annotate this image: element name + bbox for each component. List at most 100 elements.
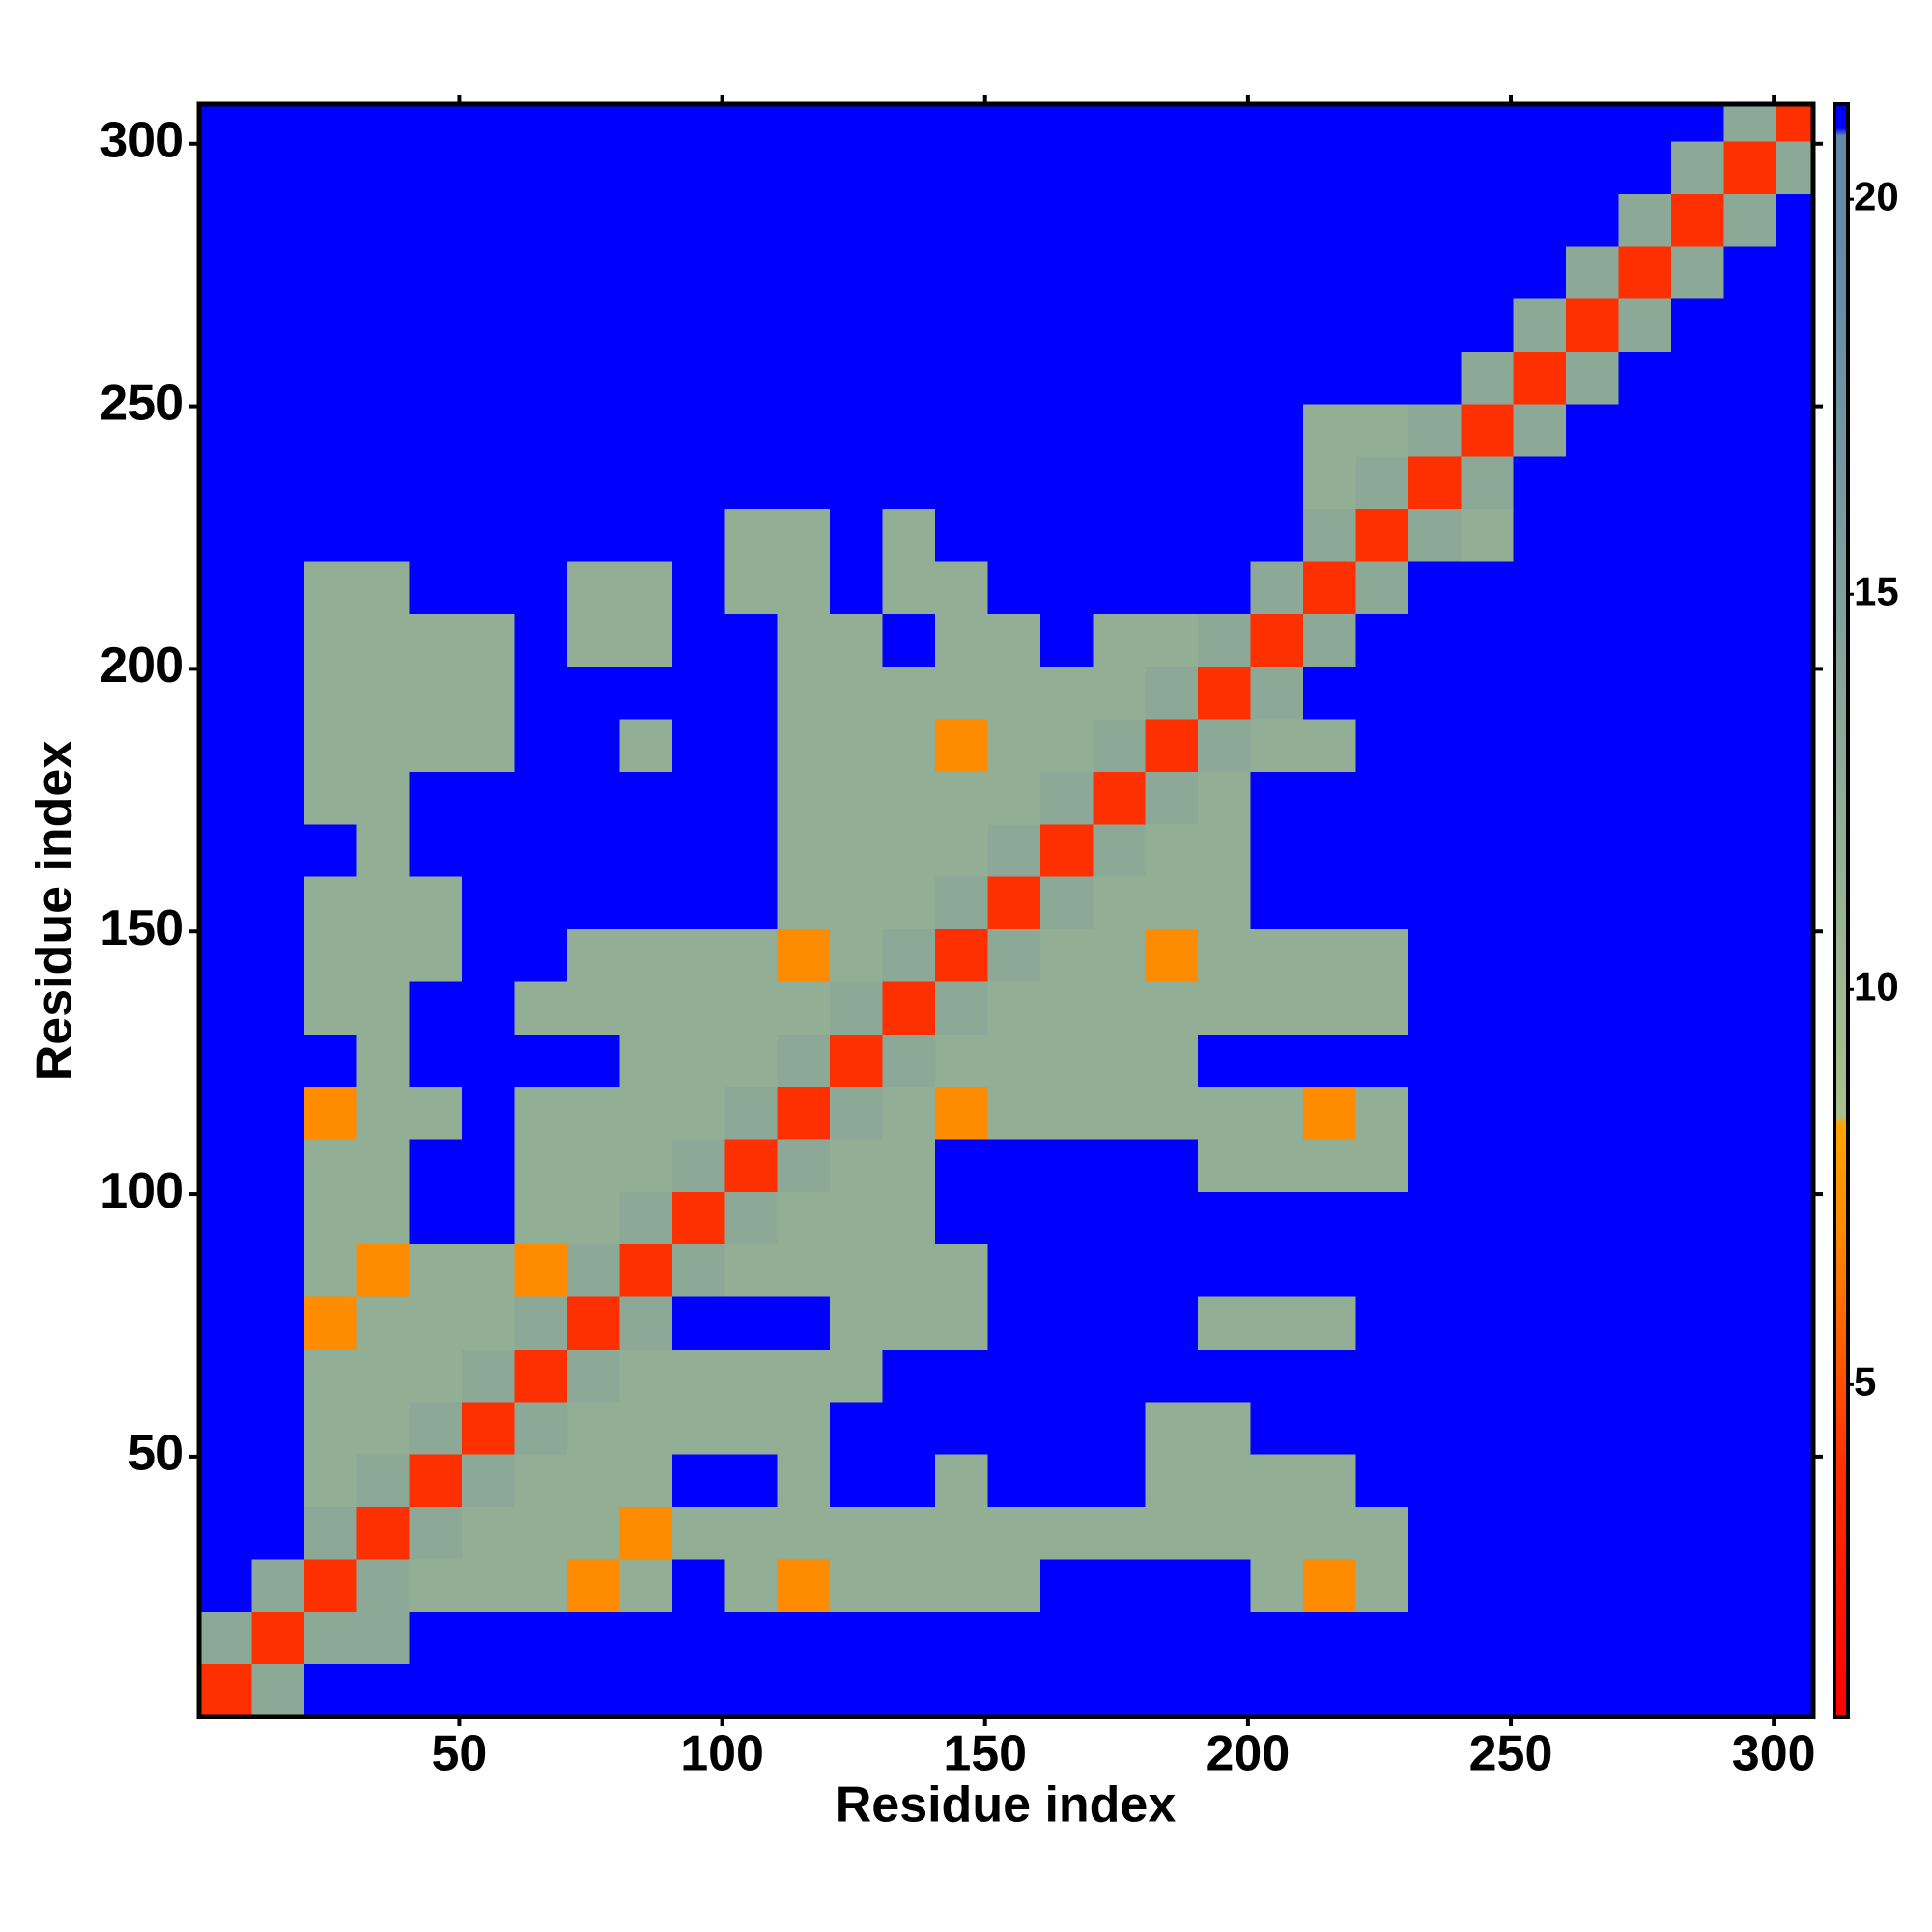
heatmap-cell <box>777 351 831 405</box>
heatmap-cell <box>1303 823 1356 877</box>
heatmap-cell <box>1671 980 1724 1035</box>
heatmap-cell <box>1039 613 1094 668</box>
heatmap-cell <box>1303 1558 1356 1612</box>
heatmap-cell <box>356 141 411 194</box>
heatmap-cell <box>1355 351 1409 405</box>
heatmap-cell <box>251 298 305 353</box>
heatmap-cell <box>1039 298 1094 353</box>
heatmap-cell <box>409 1086 463 1140</box>
heatmap-cell <box>724 1558 779 1612</box>
heatmap-cell <box>1776 141 1814 194</box>
heatmap-cell <box>777 1454 831 1508</box>
heatmap-cell <box>1671 560 1724 614</box>
heatmap-cell <box>882 1349 936 1403</box>
heatmap-cell <box>1776 403 1814 457</box>
heatmap-cell <box>1461 666 1515 720</box>
heatmap-cell <box>1250 141 1304 194</box>
heatmap-cell <box>1513 1506 1567 1560</box>
heatmap-cell <box>1198 1349 1252 1403</box>
heatmap-cell <box>1723 1349 1777 1403</box>
heatmap-cell <box>671 980 725 1035</box>
heatmap-cell <box>1355 508 1409 562</box>
heatmap-cell <box>199 1506 252 1560</box>
heatmap-cell <box>1671 1243 1724 1297</box>
heatmap-cell <box>724 560 779 614</box>
heatmap-cell <box>1566 928 1620 982</box>
heatmap-cell <box>303 1086 357 1140</box>
heatmap-cell <box>882 1191 936 1245</box>
heatmap-cell <box>1303 456 1356 510</box>
heatmap-cell <box>1250 1191 1304 1245</box>
heatmap-cell <box>1671 876 1724 930</box>
heatmap-cell <box>671 560 725 614</box>
heatmap-cell <box>1039 1086 1094 1140</box>
heatmap-cell <box>1618 245 1672 299</box>
heatmap-cell <box>1250 1401 1304 1455</box>
heatmap-cell <box>1671 823 1724 877</box>
heatmap-cell <box>671 456 725 510</box>
heatmap-cell <box>1355 1558 1409 1612</box>
heatmap-cell <box>1513 1663 1567 1718</box>
heatmap-cell <box>1039 1191 1094 1245</box>
heatmap-cell <box>356 1349 411 1403</box>
heatmap-cell <box>1776 1506 1814 1560</box>
heatmap-cell <box>1093 719 1147 772</box>
heatmap-cell <box>1039 1454 1094 1508</box>
heatmap-cell <box>882 1034 936 1088</box>
heatmap-cell <box>1461 1138 1515 1192</box>
heatmap-cell <box>1355 1243 1409 1297</box>
heatmap-cell <box>1093 508 1147 562</box>
heatmap-cell <box>1671 1086 1724 1140</box>
heatmap-cell <box>1513 928 1567 982</box>
heatmap-cell <box>1355 1506 1409 1560</box>
heatmap-cell <box>777 928 831 982</box>
heatmap-cell <box>1355 1138 1409 1192</box>
heatmap-cell <box>514 823 568 877</box>
heatmap-cell <box>619 876 673 930</box>
heatmap-cell <box>777 1138 831 1192</box>
heatmap-cell <box>1145 141 1199 194</box>
heatmap-cell <box>462 403 516 457</box>
heatmap-cell <box>777 1243 831 1297</box>
heatmap-cell <box>935 1138 988 1192</box>
heatmap-cell <box>830 823 884 877</box>
heatmap-cell <box>1250 823 1304 877</box>
heatmap-cell <box>303 1191 357 1245</box>
heatmap-cell <box>724 1349 779 1403</box>
heatmap-cell <box>777 403 831 457</box>
heatmap-cell <box>777 1191 831 1245</box>
heatmap-cell <box>462 928 516 982</box>
heatmap-cell <box>251 403 305 457</box>
heatmap-cell <box>356 980 411 1035</box>
heatmap-cell <box>1566 245 1620 299</box>
heatmap-cell <box>514 719 568 772</box>
heatmap-cell <box>1303 613 1356 668</box>
y-tick-label: 250 <box>99 375 184 431</box>
heatmap-cell <box>462 1138 516 1192</box>
heatmap-cell <box>1461 141 1515 194</box>
heatmap-cell <box>199 403 252 457</box>
heatmap-cell <box>356 1243 411 1297</box>
heatmap-cell <box>935 1558 988 1612</box>
heatmap-cell <box>1723 193 1777 247</box>
heatmap-cell <box>1303 928 1356 982</box>
heatmap-cell <box>619 1558 673 1612</box>
heatmap-cell <box>724 1401 779 1455</box>
heatmap-cell <box>251 245 305 299</box>
heatmap-cell <box>1093 104 1147 142</box>
heatmap-cell <box>251 560 305 614</box>
heatmap-cell <box>199 141 252 194</box>
heatmap-cell <box>409 1034 463 1088</box>
heatmap-cell <box>199 508 252 562</box>
heatmap-cell <box>1461 1558 1515 1612</box>
heatmap-cell <box>1145 403 1199 457</box>
heatmap-cell <box>303 1506 357 1560</box>
heatmap-cell <box>1671 1611 1724 1665</box>
heatmap-cell <box>199 1086 252 1140</box>
heatmap-cell <box>935 456 988 510</box>
heatmap-cell <box>1303 104 1356 142</box>
heatmap-cell <box>1461 1243 1515 1297</box>
heatmap-cell <box>356 823 411 877</box>
heatmap-cell <box>356 508 411 562</box>
heatmap-cell <box>1513 193 1567 247</box>
